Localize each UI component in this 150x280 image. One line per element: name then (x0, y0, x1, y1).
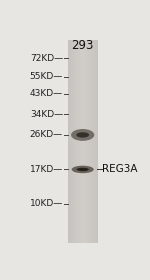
Bar (74, 40, 75, 243)
Bar (79, 40, 80, 243)
Text: 17KD—: 17KD— (30, 165, 63, 174)
Bar (89, 40, 90, 243)
Text: 26KD—: 26KD— (30, 130, 63, 139)
Bar (68, 40, 98, 243)
Bar (96, 40, 97, 243)
Bar (78, 40, 79, 243)
Bar (97, 40, 98, 243)
Bar (75, 40, 76, 243)
Bar (94, 40, 95, 243)
Bar (71, 40, 72, 243)
Bar (70, 40, 71, 243)
Bar (86, 40, 87, 243)
Text: 293: 293 (72, 39, 94, 52)
Ellipse shape (71, 129, 94, 141)
Text: REG3A: REG3A (102, 164, 138, 174)
Bar (92, 40, 93, 243)
Text: 72KD—: 72KD— (30, 54, 63, 63)
Bar (84, 40, 85, 243)
Bar (91, 40, 92, 243)
Bar (88, 40, 89, 243)
Text: 34KD—: 34KD— (30, 110, 63, 119)
Bar (90, 40, 91, 243)
Bar (85, 40, 86, 243)
Bar (93, 40, 94, 243)
Ellipse shape (72, 166, 94, 173)
Bar (80, 40, 81, 243)
Bar (82, 40, 83, 243)
Bar (95, 40, 96, 243)
Bar (81, 40, 82, 243)
Bar (72, 40, 73, 243)
Bar (77, 40, 78, 243)
Ellipse shape (77, 168, 89, 171)
Bar (76, 40, 77, 243)
Bar (69, 40, 70, 243)
Bar (68, 40, 69, 243)
Text: 43KD—: 43KD— (30, 90, 63, 99)
Bar (83, 40, 84, 243)
Bar (87, 40, 88, 243)
Text: 55KD—: 55KD— (30, 72, 63, 81)
Ellipse shape (76, 132, 89, 137)
Bar (73, 40, 74, 243)
Text: 10KD—: 10KD— (30, 199, 63, 208)
